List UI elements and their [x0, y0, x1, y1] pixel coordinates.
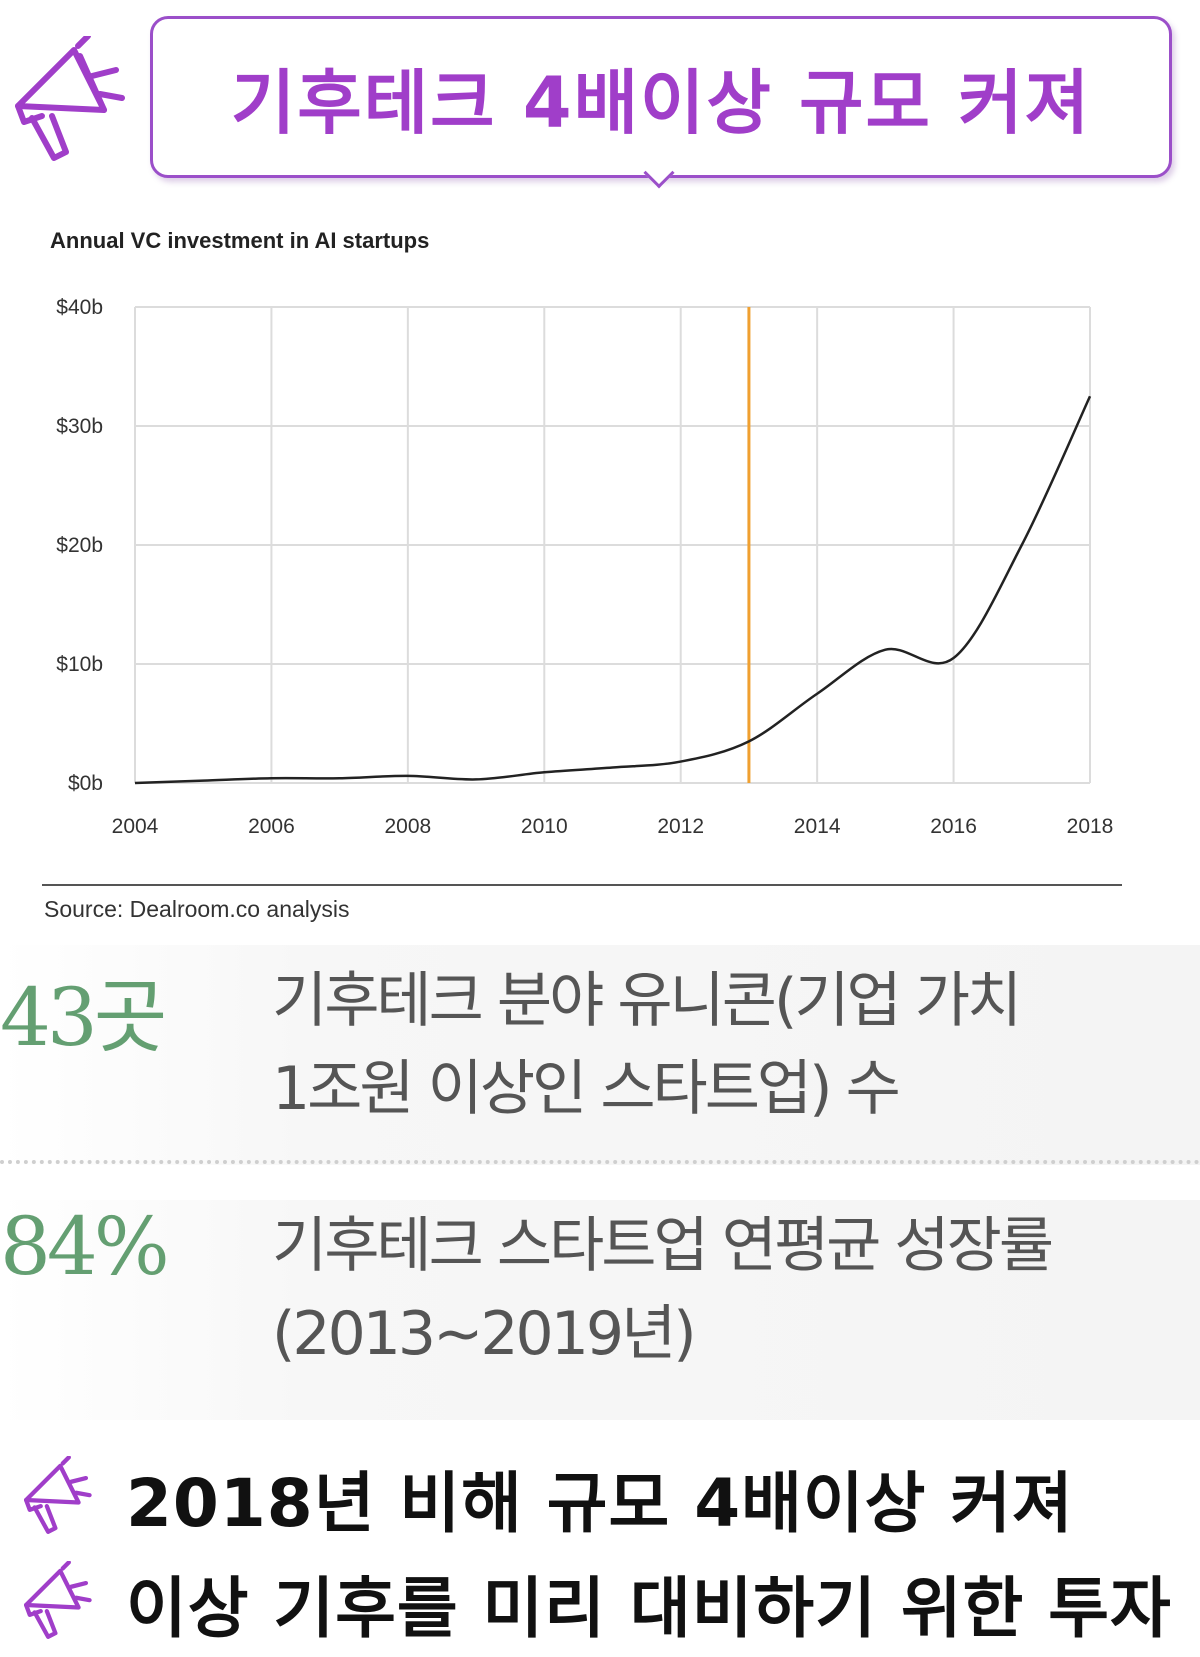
stat-number: 84% [0, 1200, 170, 1293]
megaphone-icon [23, 1561, 92, 1639]
stat-unicorns: 43곳 기후테크 분야 유니콘(기업 가치 1조원 이상인 스타트업) 수 [0, 945, 1200, 1165]
x-tick-label: 2010 [521, 815, 568, 838]
stat-description: 1조원 이상인 스타트업) 수 [272, 1054, 901, 1124]
bullet-text: 이상 기후를 미리 대비하기 위한 투자 [126, 1570, 1172, 1647]
stat-description: 기후테크 분야 유니콘(기업 가치 [272, 966, 1022, 1036]
series-line [134, 395, 1092, 785]
x-tick-label: 2006 [248, 815, 295, 838]
y-axis-ticks: $0b $10b $20b $30b $40b [56, 296, 103, 795]
x-axis-ticks: 2004 2006 2008 2010 2012 2014 2016 2018 [112, 815, 1114, 838]
y-tick-label: $20b [56, 534, 103, 557]
x-tick-label: 2012 [657, 815, 704, 838]
y-tick-label: $0b [68, 772, 103, 795]
x-tick-label: 2008 [384, 815, 431, 838]
title-callout: 기후테크 4배이상 규모 커져 [150, 16, 1172, 178]
bullet-item: 이상 기후를 미리 대비하기 위한 투자 [0, 1555, 1200, 1647]
bullet-item: 2018년 비해 규모 4배이상 커져 [0, 1450, 1200, 1542]
page-title: 기후테크 4배이상 규모 커져 [230, 61, 1092, 144]
stat-growth: 84% 기후테크 스타트업 연평균 성장률 (2013~2019년) [0, 1200, 1200, 1420]
y-tick-label: $30b [56, 415, 103, 438]
chart-grid [134, 306, 1091, 784]
megaphone-icon [23, 1456, 92, 1534]
vc-investment-chart: Annual VC investment in AI startups $0b$… [50, 228, 1114, 838]
chart-source: Source: Dealroom.co analysis [44, 896, 350, 922]
x-tick-label: 2004 [112, 815, 159, 838]
dotted-divider [0, 1160, 1200, 1164]
x-tick-label: 2016 [930, 815, 977, 838]
y-tick-label: $40b [56, 296, 103, 319]
x-tick-label: 2014 [794, 815, 841, 838]
stat-description: (2013~2019년) [272, 1299, 697, 1369]
chart-title: Annual VC investment in AI startups [50, 228, 429, 253]
divider [42, 884, 1122, 886]
stat-description: 기후테크 스타트업 연평균 성장률 [272, 1211, 1054, 1281]
stat-number: 43곳 [0, 971, 167, 1064]
y-tick-label: $10b [56, 653, 103, 676]
megaphone-icon [15, 36, 125, 161]
bullet-text: 2018년 비해 규모 4배이상 커져 [126, 1465, 1074, 1542]
x-tick-label: 2018 [1067, 815, 1114, 838]
